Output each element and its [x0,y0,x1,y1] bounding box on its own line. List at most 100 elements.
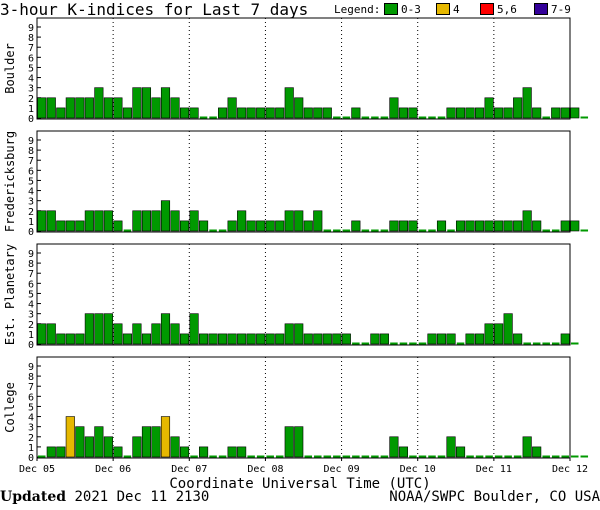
x-tick-label: Dec 11 [476,464,512,475]
bar [246,220,256,232]
x-tick-label: Dec 07 [171,464,207,475]
y-tick-label: 5 [28,289,34,300]
bar [484,220,494,232]
bar [65,333,75,345]
y-tick-label: 2 [28,94,34,105]
bar [37,210,47,232]
panel-frame [36,243,571,346]
x-tick-label: Dec 09 [324,464,360,475]
legend-swatch-5-6 [480,3,494,15]
legend-swatch-4 [436,3,450,15]
bar [189,107,199,119]
bar [570,107,580,119]
y-tick-label: 9 [28,23,34,34]
bar [446,333,456,345]
bar [227,220,237,232]
bar [408,220,418,232]
y-tick-label: 4 [28,74,34,85]
bar [75,333,85,345]
x-tick-label: Dec 12 [552,464,588,475]
bar [513,333,523,345]
bar [227,333,237,345]
bar [160,416,171,458]
bar [284,210,294,232]
bar [56,333,66,345]
y-tick-label: 8 [28,372,34,383]
bar [389,220,399,232]
y-tick-label: 2 [28,320,34,331]
bar [560,220,570,232]
bar [94,426,104,458]
bar [46,446,56,458]
bar [113,97,123,119]
bar [389,436,399,458]
bar [322,107,332,119]
y-tick-label: 1 [28,217,34,228]
bar [294,210,304,232]
y-tick-label: 0 [28,340,34,351]
bar [351,107,361,119]
bar [494,220,504,232]
y-tick-label: 3 [28,310,34,321]
bar [237,107,247,119]
bar [46,323,56,345]
bar [313,333,323,345]
bar [303,107,313,119]
bar [475,220,485,232]
bar [170,323,180,345]
legend-item-5-6: 5,6 [480,3,517,16]
source-credit: NOAA/SWPC Boulder, CO USA [389,489,600,505]
bar [151,323,161,345]
bar [151,97,161,119]
bar [446,107,456,119]
bar [446,436,456,458]
bar [113,446,123,458]
bar [103,210,113,232]
legend-label: Legend: [334,3,381,16]
bar [294,426,304,458]
y-tick-label: 9 [28,362,34,373]
y-tick-label: 6 [28,53,34,64]
x-axis-label: Coordinate Universal Time (UTC) [169,476,431,492]
bar [256,107,266,119]
bar [313,107,323,119]
bar [275,220,285,232]
bar [313,210,323,232]
y-tick-label: 6 [28,392,34,403]
bar [227,446,237,458]
y-tick-label: 1 [28,330,34,341]
bar [132,436,142,458]
y-tick-label: 4 [28,187,34,198]
bar [332,333,342,345]
bar [256,220,266,232]
updated-label: Updated [0,489,67,505]
bar [322,333,332,345]
bar [275,333,285,345]
bar [465,333,475,345]
x-tick-label: Dec 08 [247,464,283,475]
legend-text-0-3: 0-3 [401,3,421,16]
bar [284,87,294,119]
bar [189,210,199,232]
bar [522,436,532,458]
bar [84,97,94,119]
bar [560,333,570,345]
y-tick-label: 2 [28,433,34,444]
bar [475,333,485,345]
bar [94,87,104,119]
bar [341,333,351,345]
bar [75,426,85,458]
bar [484,323,494,345]
bar [265,333,275,345]
bar [199,446,209,458]
bar [494,323,504,345]
bar [427,333,437,345]
y-tick-label: 8 [28,33,34,44]
bar [218,333,228,345]
legend-text-5-6: 5,6 [497,3,517,16]
bar [475,107,485,119]
y-tick-label: 3 [28,423,34,434]
bar [370,333,380,345]
bar [179,446,190,458]
bar [141,87,152,119]
